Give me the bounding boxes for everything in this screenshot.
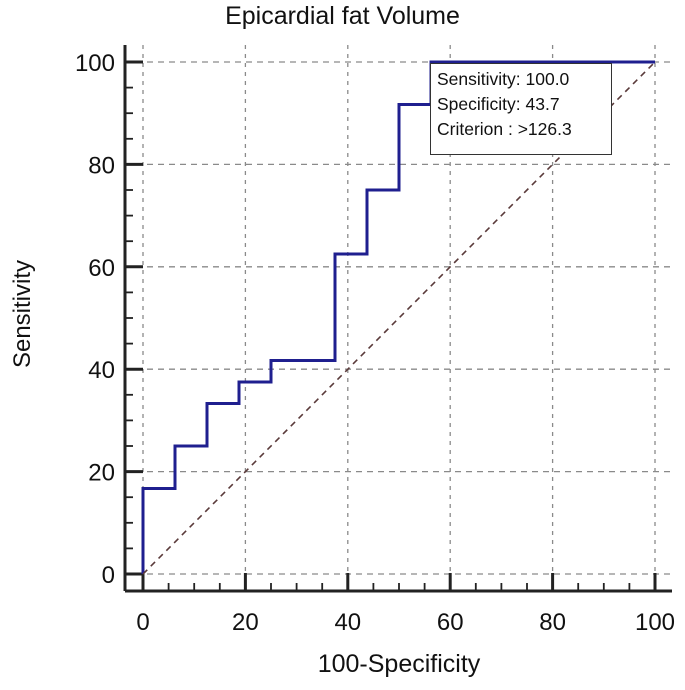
- chart-title: Epicardial fat Volume: [225, 2, 460, 30]
- roc-curve-line: [141, 60, 655, 574]
- criterion-info-box: Sensitivity: 100.0 Specificity: 43.7 Cri…: [430, 63, 612, 155]
- y-tick-label: 40: [88, 357, 115, 384]
- x-tick-label: 0: [136, 609, 149, 636]
- x-tick-label: 100: [635, 609, 675, 636]
- x-tick-label: 20: [232, 609, 259, 636]
- y-tick-label: 60: [88, 255, 115, 282]
- y-tick-label: 100: [75, 50, 115, 77]
- x-tick-label: 60: [437, 609, 464, 636]
- info-sensitivity: Sensitivity: 100.0: [437, 69, 570, 89]
- y-tick-label: 0: [102, 562, 115, 589]
- info-specificity: Specificity: 43.7: [437, 94, 560, 114]
- x-axis-label: 100-Specificity: [317, 650, 481, 678]
- y-tick-label: 80: [88, 152, 115, 179]
- x-tick-label: 80: [539, 609, 566, 636]
- info-criterion: Criterion : >126.3: [437, 119, 572, 139]
- y-tick-label: 20: [88, 460, 115, 487]
- x-tick-label: 40: [334, 609, 361, 636]
